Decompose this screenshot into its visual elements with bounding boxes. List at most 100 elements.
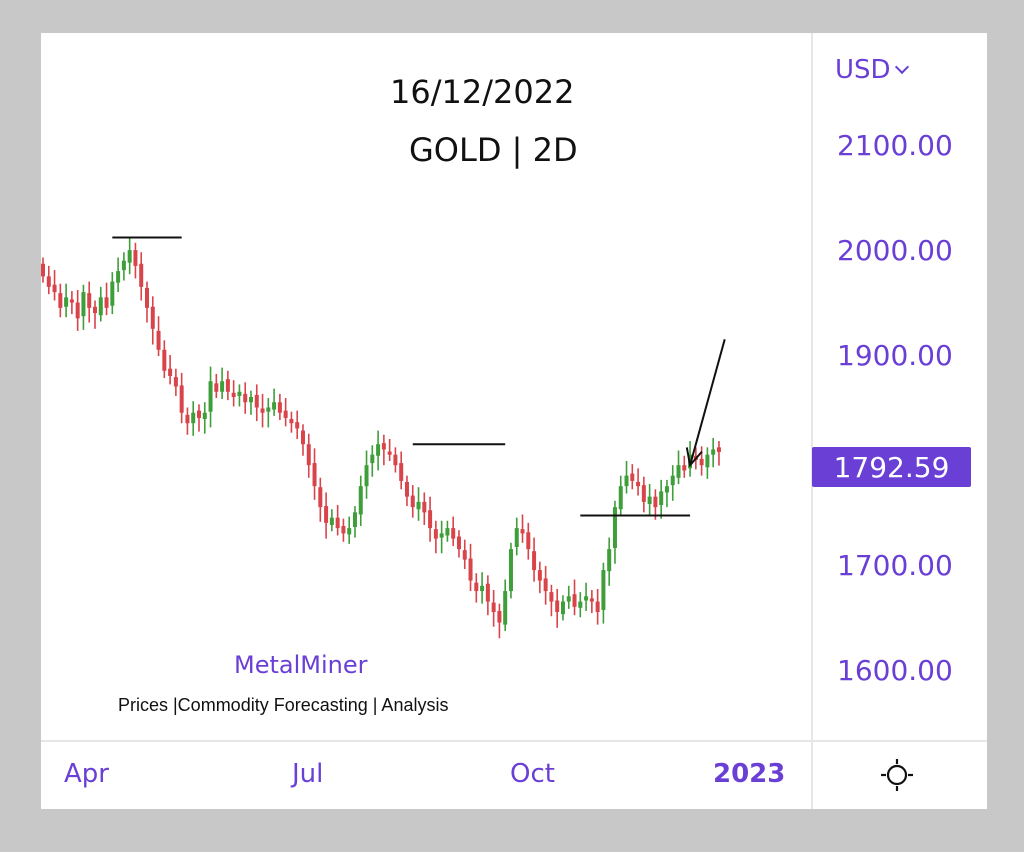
x-tick-label: Oct	[510, 759, 555, 789]
candle-body	[705, 454, 710, 468]
candle-body	[266, 407, 271, 412]
candle-body	[225, 379, 230, 392]
candle-body	[92, 306, 97, 314]
candle-body	[474, 582, 479, 592]
candle-body	[312, 463, 317, 487]
candle-body	[87, 293, 92, 308]
candle-body	[52, 284, 57, 293]
candle-body	[428, 510, 433, 529]
candle-body	[277, 402, 282, 413]
candle-body	[75, 302, 80, 319]
candle-body	[497, 610, 502, 623]
sun-icon[interactable]	[879, 757, 915, 793]
currency-selector[interactable]: USD	[835, 55, 909, 85]
candle-body	[566, 596, 571, 602]
candle-body	[555, 600, 560, 613]
candle-body	[404, 481, 409, 497]
x-tick-label: 2023	[713, 759, 786, 789]
candle-body	[578, 601, 583, 608]
candle-body	[572, 594, 577, 607]
candle-body	[485, 583, 490, 602]
candle-body	[607, 549, 612, 572]
candle-body	[636, 481, 641, 487]
candle-body	[364, 465, 369, 487]
candle-body	[196, 410, 201, 418]
candle-body	[352, 512, 357, 528]
candle-body	[121, 260, 126, 271]
candle-body	[341, 526, 346, 534]
candle-body	[69, 299, 74, 303]
candle-body	[248, 396, 253, 403]
candle-body	[676, 465, 681, 478]
candle-body	[254, 394, 259, 408]
candle-body	[329, 517, 334, 525]
candle-body	[41, 263, 45, 277]
candle-body	[144, 287, 149, 308]
candle-body	[670, 475, 675, 486]
candle-body	[618, 486, 623, 510]
candle-body	[532, 551, 537, 571]
candle-body	[659, 491, 664, 506]
candle-body	[537, 570, 542, 581]
candle-body	[682, 465, 687, 471]
candle-body	[202, 412, 207, 420]
candle-body	[624, 475, 629, 487]
candle-body	[630, 473, 635, 481]
chart-card: 16/12/2022 GOLD | 2D USD 2100.00 2000.00…	[41, 33, 987, 809]
candle-body	[272, 402, 277, 410]
candle-body	[520, 529, 525, 534]
candle-body	[139, 263, 144, 287]
current-price-badge: 1792.59	[812, 447, 971, 487]
candle-body	[173, 377, 178, 387]
candle-body	[98, 297, 103, 316]
candle-body	[289, 419, 294, 424]
candle-body	[116, 271, 121, 283]
candle-body	[445, 528, 450, 536]
candle-body	[410, 495, 415, 508]
candle-body	[220, 381, 225, 392]
candle-body	[699, 458, 704, 466]
candle-body	[370, 454, 375, 464]
brand-tagline: Prices |Commodity Forecasting | Analysis	[118, 695, 449, 715]
candle-body	[168, 368, 173, 377]
candle-body	[64, 297, 69, 307]
candle-body	[451, 528, 456, 539]
candle-body	[358, 486, 363, 515]
candle-body	[318, 487, 323, 508]
x-tick-label: Apr	[64, 759, 109, 789]
price-chart[interactable]	[41, 33, 987, 809]
candle-body	[584, 596, 589, 601]
candle-body	[480, 585, 485, 592]
chevron-down-icon	[894, 59, 909, 75]
candle-body	[560, 601, 565, 615]
candle-body	[439, 533, 444, 538]
candle-body	[231, 392, 236, 397]
candle-body	[243, 393, 248, 403]
candle-body	[549, 592, 554, 602]
candle-body	[127, 250, 132, 263]
candle-body	[491, 602, 496, 613]
candle-body	[162, 349, 167, 371]
candle-body	[110, 281, 115, 306]
chart-instrument-title: GOLD | 2D	[409, 131, 578, 169]
candle-body	[612, 507, 617, 549]
candle-body	[237, 391, 242, 396]
y-tick-label: 1900.00	[837, 339, 953, 372]
candle-body	[104, 297, 109, 308]
chart-date-title: 16/12/2022	[390, 73, 575, 111]
candle-body	[399, 463, 404, 481]
y-tick-label: 1700.00	[837, 549, 953, 582]
arrow-head	[685, 447, 703, 468]
candle-body	[416, 501, 421, 510]
candle-body	[306, 444, 311, 466]
candle-body	[601, 570, 606, 610]
candle-body	[664, 486, 669, 493]
candle-body	[156, 330, 161, 350]
y-tick-label: 1600.00	[837, 654, 953, 687]
candle-body	[260, 408, 265, 413]
candle-body	[456, 536, 461, 550]
candle-body	[58, 293, 63, 308]
candle-body	[393, 454, 398, 466]
candle-body	[295, 422, 300, 429]
candle-body	[191, 412, 196, 424]
